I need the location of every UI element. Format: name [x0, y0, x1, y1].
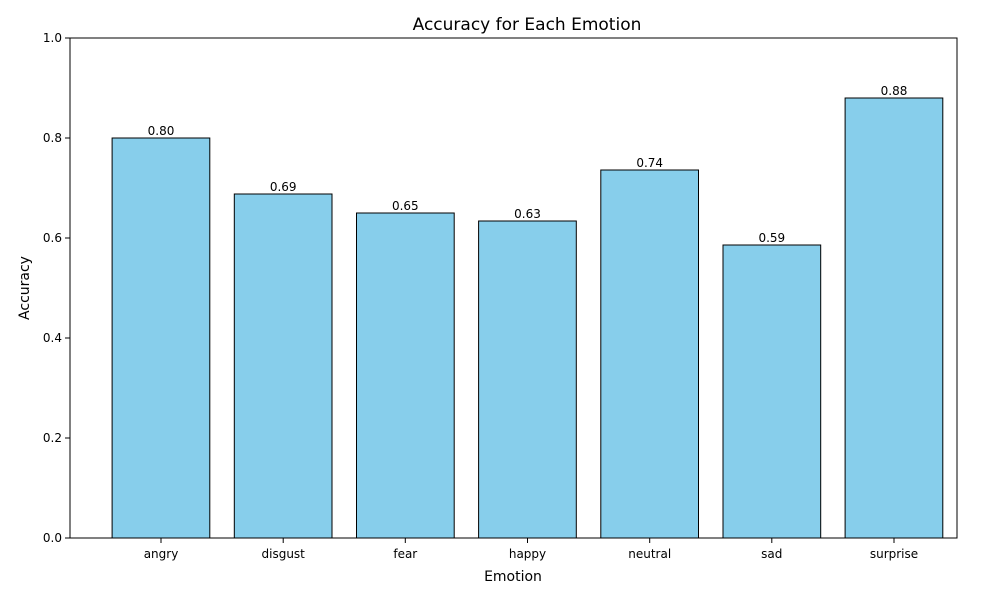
x-tick-label-angry: angry — [144, 547, 179, 561]
x-tick-label-fear: fear — [393, 547, 417, 561]
x-axis: angry disgust fear happy neutral sad surprise — [144, 538, 918, 561]
bar-fear — [356, 212, 455, 539]
data-label-surprise: 0.88 — [881, 84, 908, 98]
data-label-neutral: 0.74 — [636, 156, 663, 170]
data-label-fear: 0.65 — [392, 199, 419, 213]
chart-title: Accuracy for Each Emotion — [413, 15, 642, 35]
y-tick-label-0.8: 0.8 — [43, 131, 62, 145]
x-tick-label-sad: sad — [761, 547, 782, 561]
y-tick-label-0.4: 0.4 — [43, 331, 62, 345]
x-axis-title: Emotion — [484, 569, 542, 585]
data-label-disgust: 0.69 — [270, 180, 297, 194]
x-tick-label-surprise: surprise — [870, 547, 918, 561]
x-tick-label-disgust: disgust — [262, 547, 306, 561]
bars-layer — [111, 97, 944, 539]
x-tick-label-neutral: neutral — [628, 547, 671, 561]
y-tick-label-0.0: 0.0 — [43, 531, 62, 545]
data-labels-layer: 0.80 0.69 0.65 0.63 0.74 0.59 0.88 — [148, 84, 908, 245]
plot-frame — [69, 37, 958, 539]
bar-sad — [722, 244, 822, 539]
y-axis-title: Accuracy — [17, 256, 33, 320]
y-tick-label-0.2: 0.2 — [43, 431, 62, 445]
data-label-angry: 0.80 — [148, 124, 175, 138]
bar-neutral — [600, 169, 699, 539]
bar-angry — [111, 137, 211, 539]
data-label-happy: 0.63 — [514, 207, 541, 221]
y-tick-label-0.6: 0.6 — [43, 231, 62, 245]
y-tick-label-1.0: 1.0 — [43, 31, 62, 45]
x-tick-label-happy: happy — [509, 547, 546, 561]
y-axis: 0.0 0.2 0.4 0.6 0.8 1.0 — [43, 31, 70, 545]
bar-surprise — [844, 97, 944, 539]
data-label-sad: 0.59 — [758, 231, 785, 245]
bar-happy — [478, 220, 577, 539]
bar-disgust — [233, 193, 333, 539]
